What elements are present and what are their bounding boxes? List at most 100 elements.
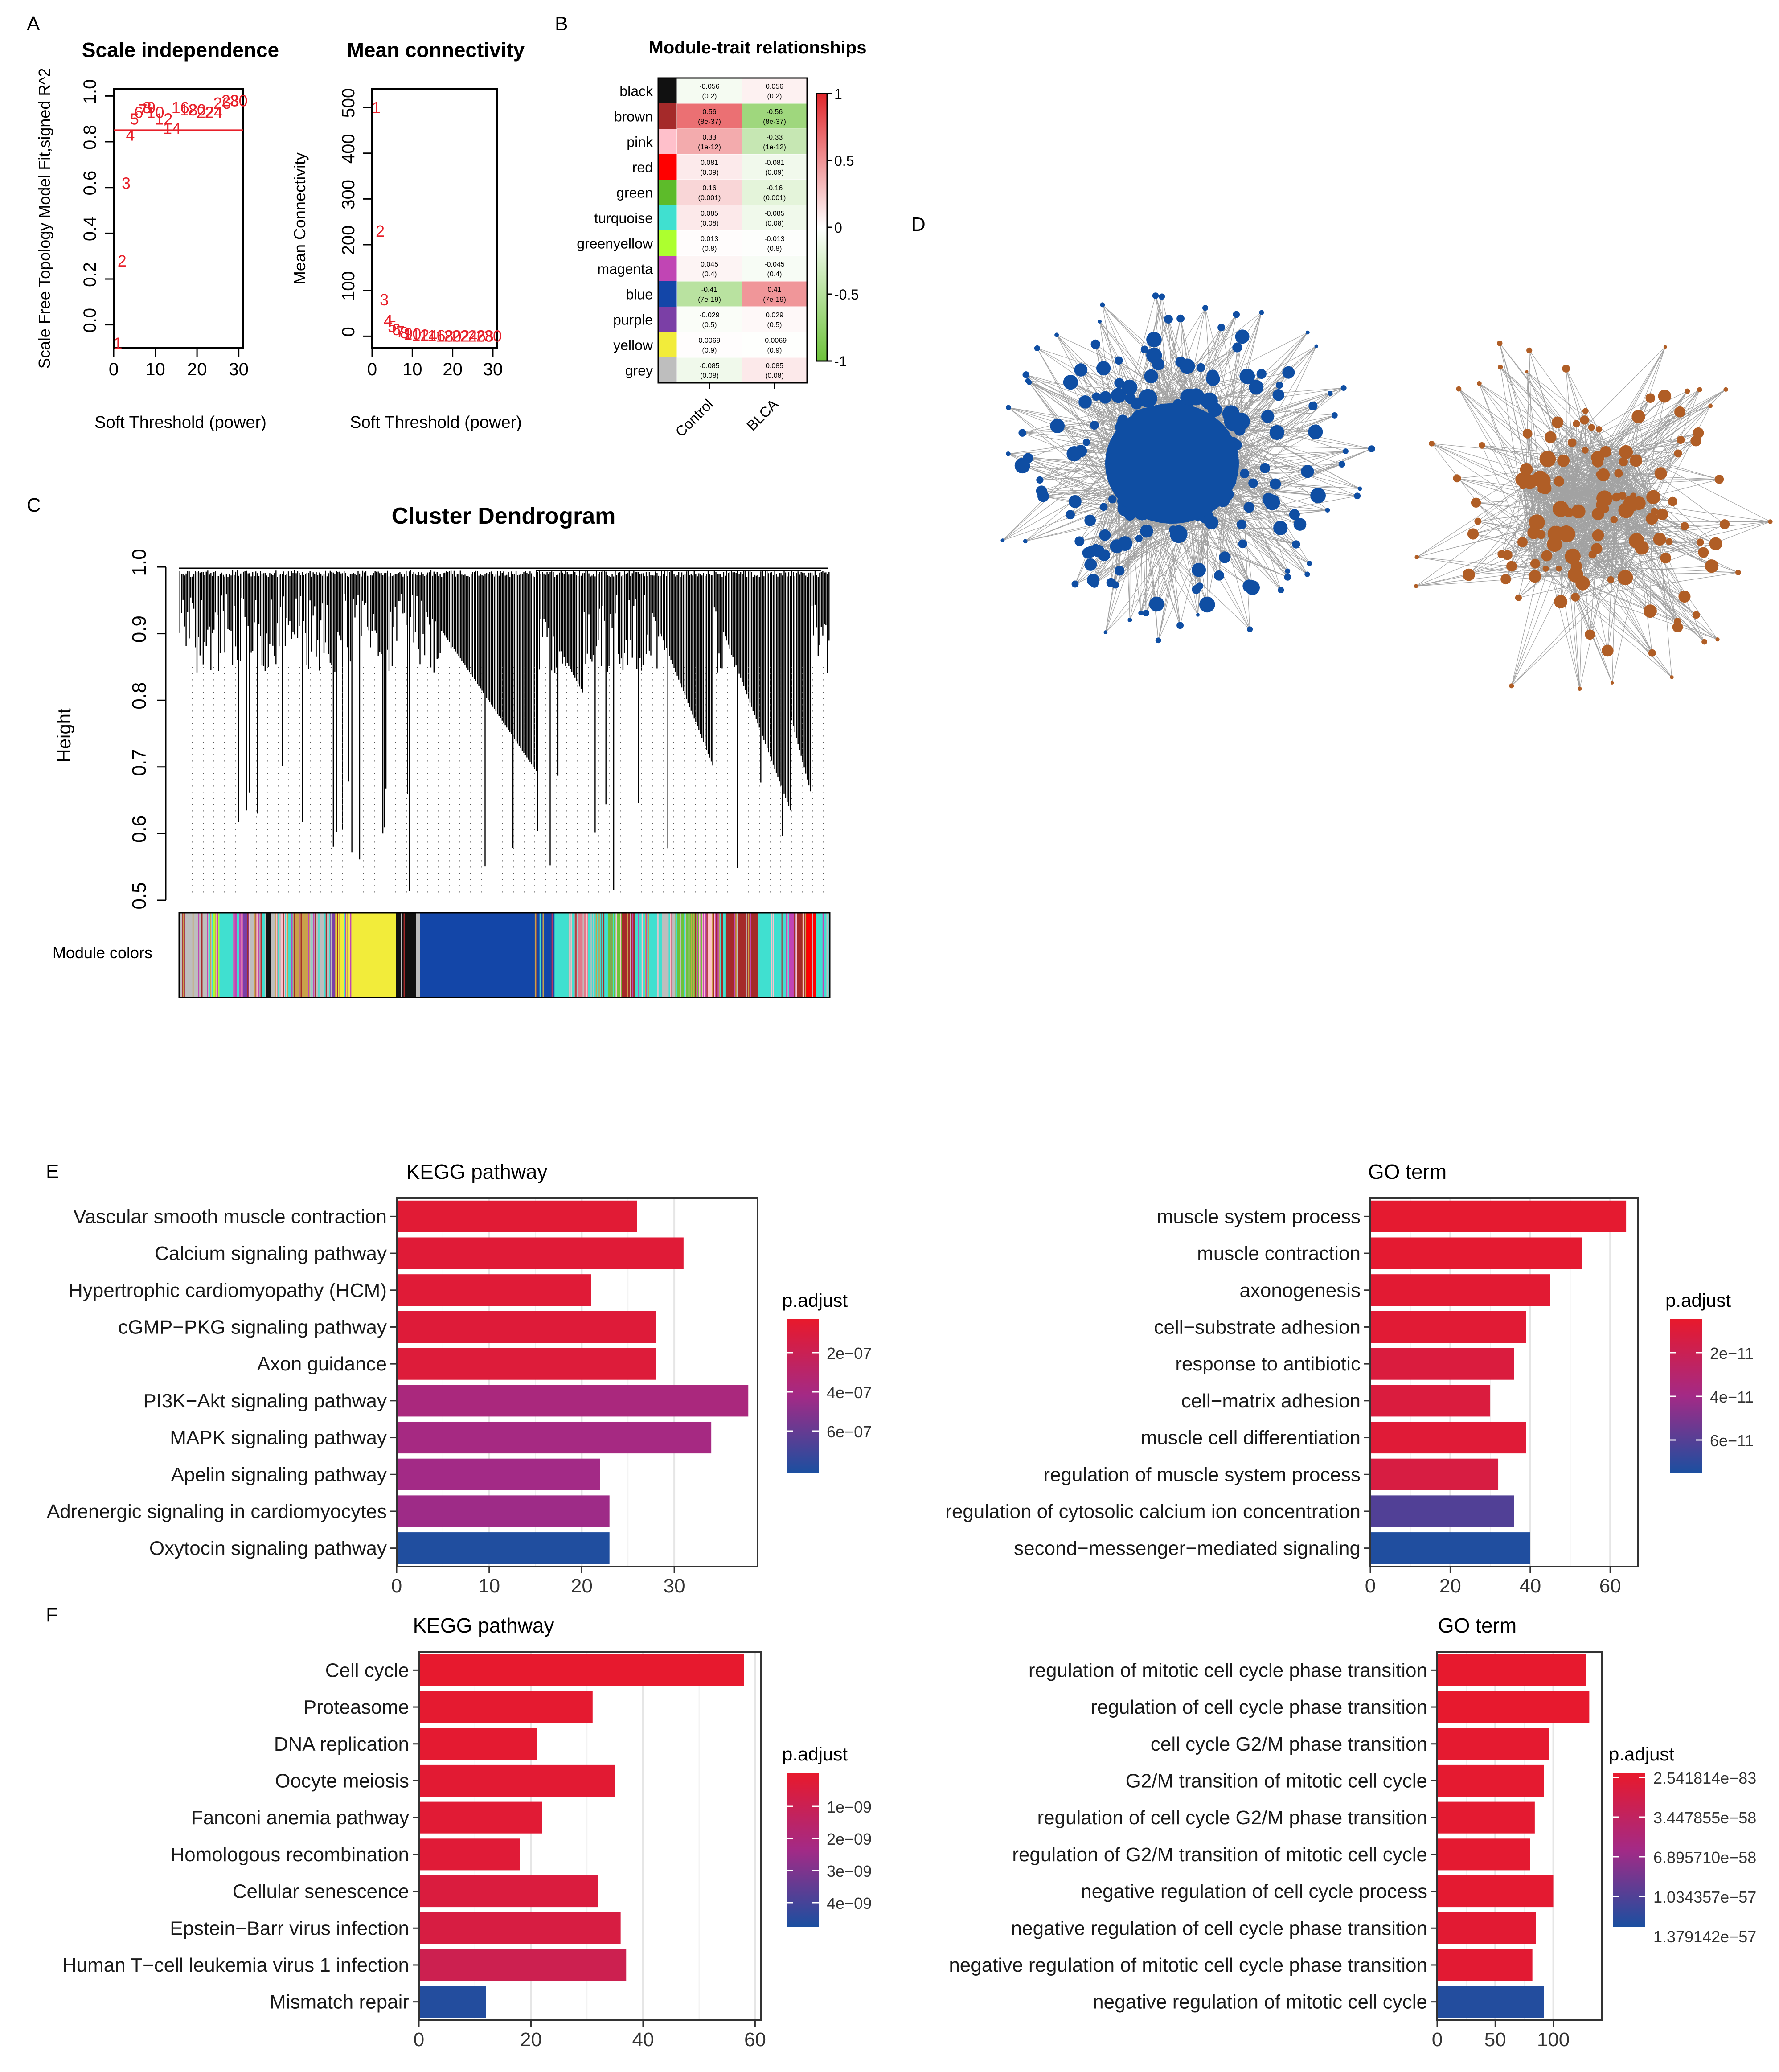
module-color-stripe	[215, 913, 217, 997]
network-node	[1098, 320, 1102, 324]
module-color-stripe	[258, 913, 260, 997]
network-node	[1670, 675, 1674, 679]
module-color-stripe	[569, 913, 571, 997]
bar	[419, 1691, 593, 1723]
module-color-stripe	[615, 913, 617, 997]
network-node	[1656, 509, 1668, 521]
network-node	[1610, 516, 1618, 524]
legend-tick-label: 1.379142e−57	[1653, 1928, 1756, 1946]
correlation-value: -0.056	[699, 83, 719, 90]
module-color-bar-frame	[178, 912, 831, 998]
module-color-swatch	[658, 332, 677, 357]
module-color-swatch	[658, 205, 677, 230]
module-color-stripe	[697, 913, 698, 997]
module-color-stripe	[262, 913, 264, 997]
network-node	[1677, 435, 1685, 444]
power-point-label: 20	[188, 101, 206, 119]
module-row-label: greenyellow	[577, 236, 653, 252]
network-node	[1678, 591, 1691, 603]
power-point-label: 9	[404, 324, 413, 343]
network-node	[1588, 550, 1597, 559]
network-node	[1238, 539, 1247, 549]
category-label: negative regulation of cell cycle phase …	[1011, 1917, 1427, 1939]
network-node	[1500, 574, 1511, 585]
category-label: Oxytocin signaling pathway	[149, 1538, 387, 1559]
network-node	[1078, 395, 1092, 409]
legend-tick-label: 0	[834, 220, 842, 236]
network-node	[1325, 508, 1330, 513]
network-node	[1646, 513, 1658, 525]
module-color-stripe	[551, 913, 553, 997]
module-color-stripe	[254, 913, 256, 997]
network-node	[1256, 369, 1267, 379]
module-color-stripe	[684, 913, 685, 997]
module-color-stripe	[724, 913, 726, 997]
module-color-swatch	[658, 103, 677, 129]
bar	[397, 1532, 610, 1564]
network-node	[1146, 347, 1162, 364]
y-tick-label: 300	[339, 180, 358, 209]
network-node	[1453, 474, 1461, 483]
f-go-bar-chart: GO term regulation of mitotic cell cycle…	[949, 1614, 1756, 2051]
network-node	[1086, 546, 1097, 558]
module-row-label: magenta	[597, 261, 653, 277]
network-node	[1243, 502, 1254, 513]
y-tick-label: 0.8	[128, 682, 150, 710]
network-node	[1552, 501, 1569, 517]
network-node	[1529, 570, 1541, 583]
network-node	[1249, 380, 1264, 395]
bar	[1437, 1949, 1533, 1981]
bar	[397, 1274, 591, 1306]
network-node	[1526, 347, 1533, 353]
power-point-label: 8	[400, 324, 409, 342]
network-node	[1310, 488, 1326, 504]
network-node	[1354, 492, 1361, 500]
module-color-stripe	[307, 913, 308, 997]
network-node	[1114, 378, 1124, 388]
power-point-label: 7	[396, 323, 405, 341]
module-color-stripe	[647, 913, 649, 997]
category-label: regulation of muscle system process	[1043, 1464, 1361, 1485]
category-label: regulation of mitotic cell cycle phase t…	[1029, 1659, 1427, 1681]
network-node	[1537, 530, 1546, 539]
x-tick-label: 0	[1432, 2029, 1443, 2051]
category-label: Human T−cell leukemia virus 1 infection	[62, 1954, 409, 1976]
bar	[419, 1801, 542, 1834]
network-node	[1529, 514, 1545, 530]
network-node	[1272, 389, 1284, 401]
bar	[1437, 1986, 1544, 2018]
network-node	[1140, 524, 1153, 538]
network-node	[1262, 492, 1275, 506]
category-label: Apelin signaling pathway	[171, 1464, 387, 1485]
module-color-stripe	[632, 913, 634, 997]
bar	[419, 1875, 598, 1908]
legend-tick-label: 3.447855e−58	[1653, 1809, 1756, 1827]
plot-frame	[396, 1197, 758, 1567]
module-color-stripe	[615, 913, 616, 997]
network-node	[1692, 611, 1700, 619]
network-node	[1159, 293, 1165, 300]
network-node	[1082, 439, 1090, 446]
network-node	[1715, 637, 1720, 642]
network-node	[1653, 533, 1666, 546]
network-node	[1260, 463, 1271, 473]
module-color-stripe	[192, 913, 194, 997]
bar	[397, 1237, 684, 1269]
module-color-stripe	[283, 913, 284, 997]
category-label: PI3K−Akt signaling pathway	[143, 1390, 387, 1412]
network-node	[1498, 365, 1503, 370]
network-node	[1000, 538, 1005, 542]
module-color-stripe	[630, 913, 631, 997]
network-node	[1270, 478, 1281, 490]
panel-letter-b: B	[555, 13, 568, 35]
x-tick-label: 10	[145, 360, 165, 379]
y-tick-label: 0	[339, 327, 358, 336]
network-node	[1478, 442, 1485, 449]
power-point-label: 16	[427, 326, 445, 345]
module-color-segment	[420, 913, 555, 997]
bar	[1437, 1654, 1586, 1686]
category-label: Proteasome	[303, 1696, 409, 1718]
network-node	[1018, 429, 1026, 437]
module-color-stripe	[735, 913, 737, 997]
bar	[1370, 1532, 1530, 1564]
